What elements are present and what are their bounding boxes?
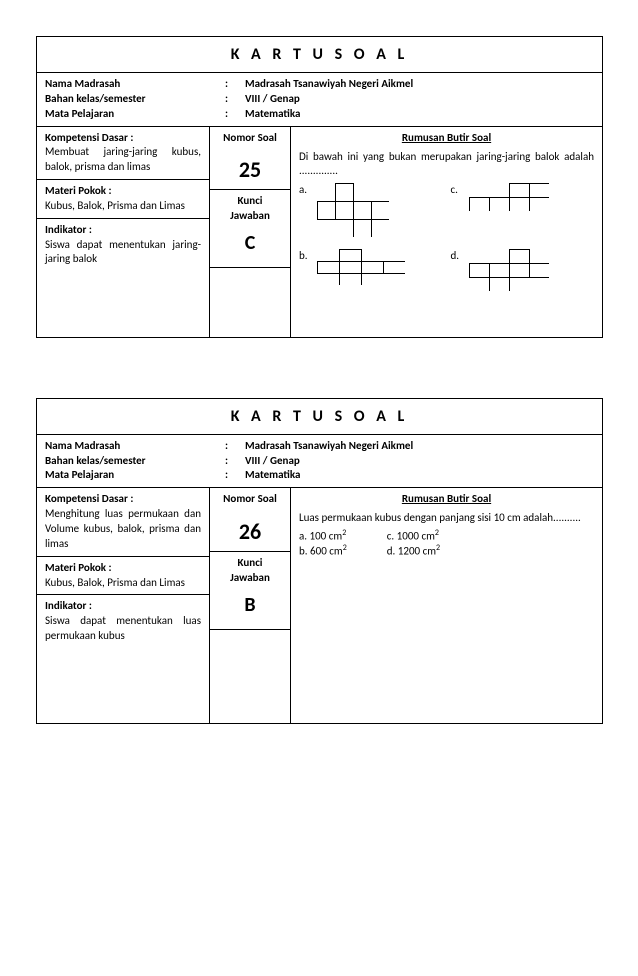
label-madrasah: Nama Madrasah xyxy=(45,77,217,92)
label-kelas: Bahan kelas/semester xyxy=(45,454,217,469)
net-b-icon xyxy=(317,249,405,285)
body-row: Kompetensi Dasar : Menghitung luas permu… xyxy=(37,488,602,723)
left-column: Kompetensi Dasar : Membuat jaring-jaring… xyxy=(37,127,210,337)
opt-label-a: a. xyxy=(299,183,313,196)
nomor-label: Nomor Soal xyxy=(223,131,277,144)
nomor-value: 25 xyxy=(218,145,282,185)
rumusan-title: Rumusan Butir Soal xyxy=(299,131,594,144)
rumusan-title: Rumusan Butir Soal xyxy=(299,492,594,505)
value-kelas: VIII / Genap xyxy=(245,454,594,469)
answer-c: c. 1000 cm2 xyxy=(387,528,440,543)
ind-text: Siswa dapat menentukan jaring-jaring bal… xyxy=(45,238,201,266)
kunci-cell: Kunci Jawaban C xyxy=(210,190,290,268)
opt-label-c: c. xyxy=(451,183,465,196)
header-colon: ::: xyxy=(225,435,237,488)
mp-text: Kubus, Balok, Prisma dan Limas xyxy=(45,576,185,589)
answer-a: a. 100 cm2 xyxy=(299,528,347,543)
kunci-label: Kunci Jawaban xyxy=(230,556,270,584)
ind-text: Siswa dapat menentukan luas permukaan ku… xyxy=(45,614,201,642)
nomor-label: Nomor Soal xyxy=(223,492,277,505)
value-mapel: Matematika xyxy=(245,468,594,483)
kd-cell: Kompetensi Dasar : Membuat jaring-jaring… xyxy=(37,127,209,181)
mp-cell: Materi Pokok : Kubus, Balok, Prisma dan … xyxy=(37,557,209,596)
nomor-cell: Nomor Soal 25 xyxy=(210,127,290,191)
net-d-icon xyxy=(469,249,549,291)
left-column: Kompetensi Dasar : Menghitung luas permu… xyxy=(37,488,210,723)
answer-d: d. 1200 cm2 xyxy=(387,543,440,558)
option-b: b. xyxy=(299,249,443,291)
kd-label: Kompetensi Dasar : xyxy=(45,131,133,144)
header-labels: Nama Madrasah Bahan kelas/semester Mata … xyxy=(37,73,225,126)
right-column: Rumusan Butir Soal Luas permukaan kubus … xyxy=(291,488,602,723)
kd-label: Kompetensi Dasar : xyxy=(45,492,133,505)
kunci-cell: Kunci Jawaban B xyxy=(210,552,290,630)
value-mapel: Matematika xyxy=(245,107,594,122)
nets-grid: a. c. b. d. xyxy=(299,183,594,291)
answers-col1: a. 100 cm2 b. 600 cm2 xyxy=(299,528,347,557)
header-row: Nama Madrasah Bahan kelas/semester Mata … xyxy=(37,73,602,127)
mp-label: Materi Pokok : xyxy=(45,561,112,574)
soal-card-1: K A R T U S O A L Nama Madrasah Bahan ke… xyxy=(36,36,603,338)
mp-label: Materi Pokok : xyxy=(45,184,112,197)
header-labels: Nama Madrasah Bahan kelas/semester Mata … xyxy=(37,435,225,488)
soal-card-2: K A R T U S O A L Nama Madrasah Bahan ke… xyxy=(36,398,603,725)
option-d: d. xyxy=(451,249,595,291)
kunci-value: B xyxy=(218,586,282,625)
opt-label-d: d. xyxy=(451,249,465,262)
value-kelas: VIII / Genap xyxy=(245,92,594,107)
value-madrasah: Madrasah Tsanawiyah Negeri Aikmel xyxy=(245,77,594,92)
opt-label-b: b. xyxy=(299,249,313,262)
nomor-value: 26 xyxy=(218,507,282,547)
net-a-icon xyxy=(317,183,389,237)
ind-label: Indikator : xyxy=(45,223,92,236)
answers-row: a. 100 cm2 b. 600 cm2 c. 1000 cm2 d. 120… xyxy=(299,528,594,557)
header-values: Madrasah Tsanawiyah Negeri Aikmel VIII /… xyxy=(237,73,602,126)
value-madrasah: Madrasah Tsanawiyah Negeri Aikmel xyxy=(245,439,594,454)
kd-text: Menghitung luas permukaan dan Volume kub… xyxy=(45,507,201,550)
nomor-cell: Nomor Soal 26 xyxy=(210,488,290,552)
ind-label: Indikator : xyxy=(45,599,92,612)
answer-b: b. 600 cm2 xyxy=(299,543,347,558)
mid-empty xyxy=(210,630,290,724)
kunci-value: C xyxy=(218,224,282,263)
card-title: K A R T U S O A L xyxy=(37,37,602,73)
ind-cell: Indikator : Siswa dapat menentukan jarin… xyxy=(37,219,209,337)
kd-text: Membuat jaring-jaring kubus, balok, pris… xyxy=(45,145,201,173)
answers-col2: c. 1000 cm2 d. 1200 cm2 xyxy=(387,528,440,557)
label-mapel: Mata Pelajaran xyxy=(45,468,217,483)
question-text: Di bawah ini yang bukan merupakan jaring… xyxy=(299,150,594,180)
question-text: Luas permukaan kubus dengan panjang sisi… xyxy=(299,511,594,526)
mid-column: Nomor Soal 26 Kunci Jawaban B xyxy=(210,488,291,723)
mid-empty xyxy=(210,268,290,337)
header-colon: ::: xyxy=(225,73,237,126)
kunci-label: Kunci Jawaban xyxy=(230,194,270,222)
mid-column: Nomor Soal 25 Kunci Jawaban C xyxy=(210,127,291,337)
label-mapel: Mata Pelajaran xyxy=(45,107,217,122)
label-kelas: Bahan kelas/semester xyxy=(45,92,217,107)
option-a: a. xyxy=(299,183,443,237)
header-row: Nama Madrasah Bahan kelas/semester Mata … xyxy=(37,435,602,489)
net-c-icon xyxy=(469,183,549,211)
kd-cell: Kompetensi Dasar : Menghitung luas permu… xyxy=(37,488,209,556)
mp-cell: Materi Pokok : Kubus, Balok, Prisma dan … xyxy=(37,180,209,219)
body-row: Kompetensi Dasar : Membuat jaring-jaring… xyxy=(37,127,602,337)
card-title: K A R T U S O A L xyxy=(37,399,602,435)
mp-text: Kubus, Balok, Prisma dan Limas xyxy=(45,199,185,212)
label-madrasah: Nama Madrasah xyxy=(45,439,217,454)
ind-cell: Indikator : Siswa dapat menentukan luas … xyxy=(37,595,209,723)
right-column: Rumusan Butir Soal Di bawah ini yang buk… xyxy=(291,127,602,337)
option-c: c. xyxy=(451,183,595,237)
header-values: Madrasah Tsanawiyah Negeri Aikmel VIII /… xyxy=(237,435,602,488)
